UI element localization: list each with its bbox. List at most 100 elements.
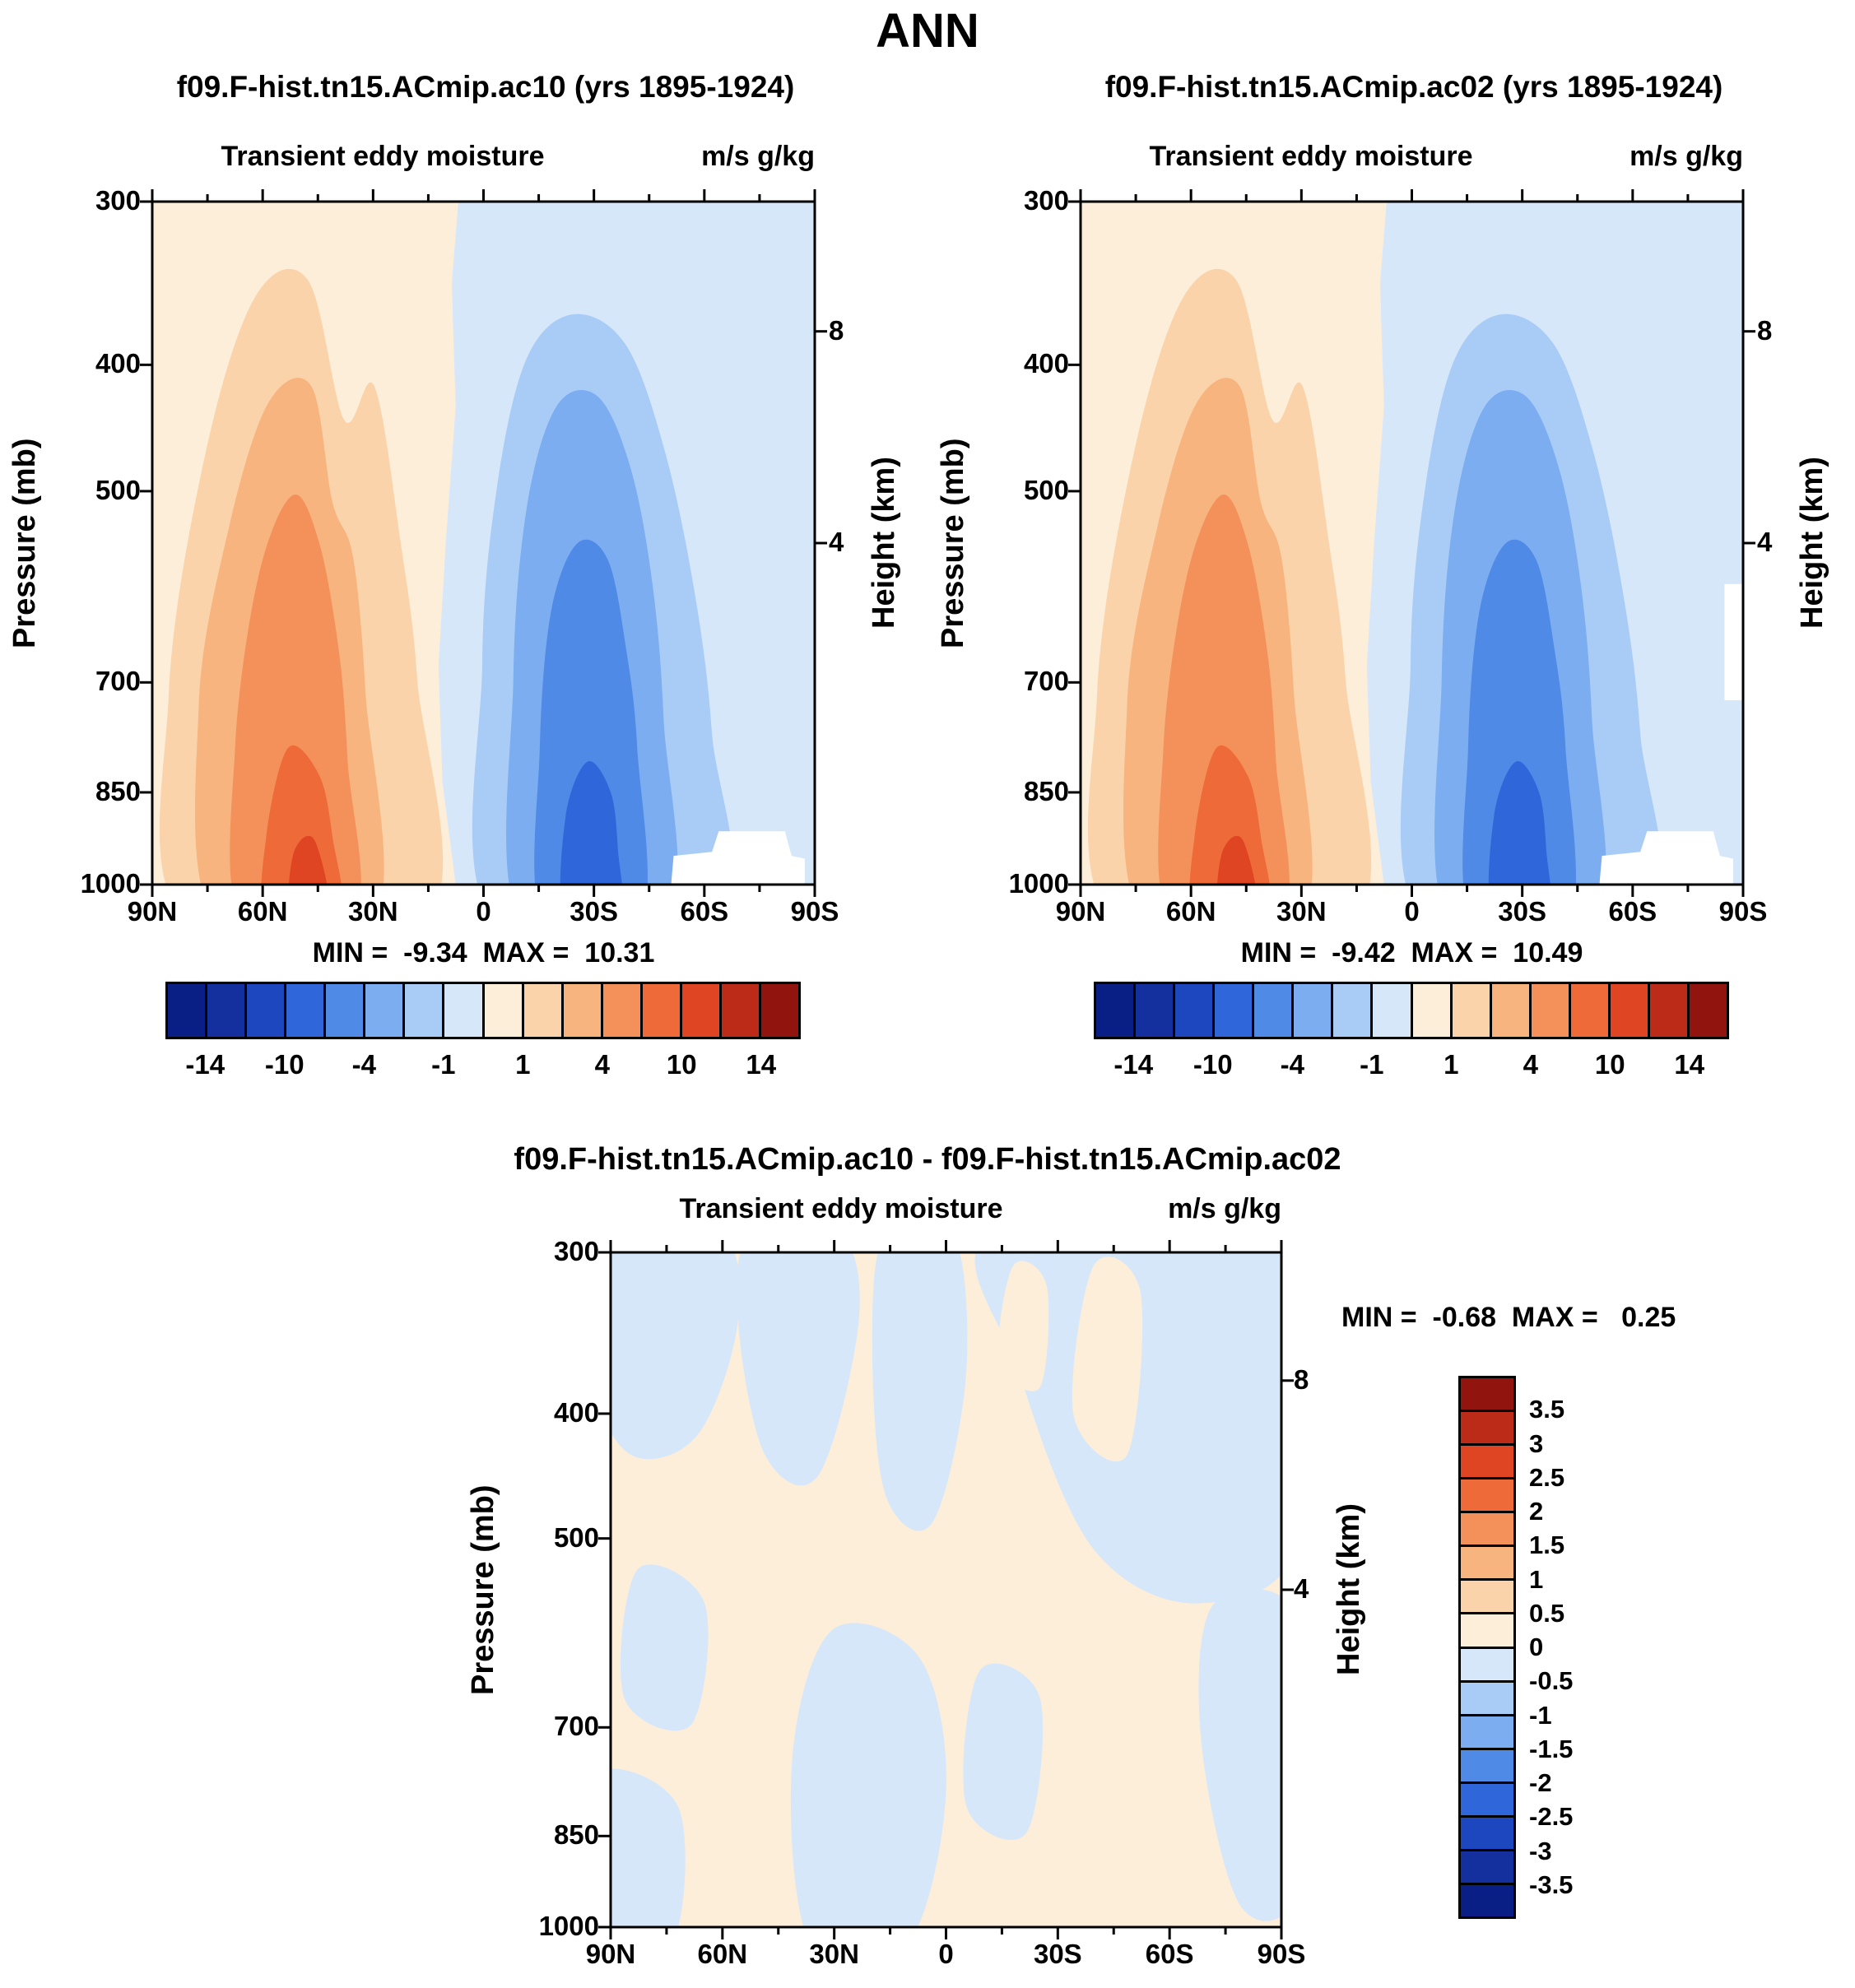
colorbar-box bbox=[560, 982, 603, 1039]
diff-colorbar-tick-label: 0.5 bbox=[1529, 1598, 1565, 1628]
pressure-axis-label: Pressure (mb) bbox=[7, 438, 42, 648]
minmax-text: MIN = -9.42 MAX = 10.49 bbox=[1240, 937, 1583, 968]
latitude-tick-label: 30N bbox=[1276, 896, 1327, 927]
colorbar-tick-label: -4 bbox=[351, 1049, 376, 1080]
colorbar-box bbox=[718, 982, 761, 1039]
latitude-tick-label: 90N bbox=[1055, 896, 1106, 927]
diff-colorbar-tick-label: -1.5 bbox=[1529, 1734, 1574, 1763]
pressure-tick-label: 400 bbox=[95, 348, 141, 379]
colorbar-box bbox=[1331, 982, 1374, 1039]
colorbar-box bbox=[165, 982, 208, 1039]
colorbar-box bbox=[284, 982, 327, 1039]
colorbar-tick-label: 1 bbox=[1444, 1049, 1459, 1080]
units-label: m/s g/kg bbox=[701, 141, 815, 172]
colorbar-box bbox=[1252, 982, 1295, 1039]
colorbar-box bbox=[442, 982, 485, 1039]
pressure-tick-label: 1000 bbox=[80, 868, 141, 899]
diff-colorbar-tick-label: 1 bbox=[1529, 1564, 1544, 1594]
colorbar-box bbox=[1458, 1747, 1516, 1784]
colorbar-box bbox=[1449, 982, 1492, 1039]
colorbar-box bbox=[1607, 982, 1650, 1039]
pressure-tick-label: 850 bbox=[553, 1819, 599, 1851]
colorbar-box bbox=[1528, 982, 1571, 1039]
field-label: Transient eddy moisture bbox=[679, 1193, 1003, 1224]
colorbar-tick-label: 4 bbox=[1523, 1049, 1538, 1080]
latitude-tick-label: 0 bbox=[938, 1939, 954, 1969]
diff-colorbar-tick-label: 3 bbox=[1529, 1428, 1544, 1458]
panel-title: f09.F-hist.tn15.ACmip.ac10 (yrs 1895-192… bbox=[176, 70, 795, 104]
pressure-tick-label: 400 bbox=[553, 1396, 599, 1428]
latitude-tick-label: 30S bbox=[1033, 1939, 1082, 1969]
colorbar-box bbox=[1647, 982, 1690, 1039]
diff-minmax-text: MIN = -0.68 MAX = 0.25 bbox=[1341, 1302, 1676, 1333]
units-label: m/s g/kg bbox=[1168, 1193, 1281, 1224]
colorbar-box bbox=[1686, 982, 1729, 1039]
contour-fill bbox=[611, 1252, 1281, 1927]
diff-title: f09.F-hist.tn15.ACmip.ac10 - f09.F-hist.… bbox=[514, 1142, 1341, 1177]
latitude-tick-label: 90N bbox=[585, 1939, 636, 1969]
height-tick-label: 4 bbox=[1294, 1573, 1309, 1604]
colorbar bbox=[1094, 982, 1729, 1039]
diff-colorbar-tick-label: -2 bbox=[1529, 1768, 1552, 1797]
colorbar-tick-label: 14 bbox=[746, 1049, 777, 1080]
colorbar-box bbox=[1458, 1477, 1516, 1514]
pressure-tick-label: 850 bbox=[1023, 775, 1069, 806]
colorbar-box bbox=[1173, 982, 1216, 1039]
diff-colorbar-tick-label: -1 bbox=[1529, 1700, 1552, 1730]
contour-plot-ac02 bbox=[1066, 187, 1758, 899]
colorbar-box bbox=[1212, 982, 1255, 1039]
colorbar-box bbox=[1458, 1443, 1516, 1480]
colorbar-box bbox=[1370, 982, 1413, 1039]
colorbar-box bbox=[1568, 982, 1611, 1039]
colorbar-box bbox=[1458, 1578, 1516, 1615]
colorbar bbox=[165, 982, 801, 1039]
colorbar-box bbox=[1458, 1646, 1516, 1683]
height-tick-label: 4 bbox=[1757, 527, 1773, 557]
figure-title: ANN bbox=[876, 4, 979, 58]
colorbar-box bbox=[1458, 1410, 1516, 1447]
pressure-tick-label: 700 bbox=[1023, 666, 1069, 697]
panel-diff: Transient eddy moisture m/s g/kg Pressur… bbox=[461, 1193, 1416, 1988]
diff-colorbar-tick-label: -3 bbox=[1529, 1836, 1552, 1865]
units-label: m/s g/kg bbox=[1630, 141, 1743, 172]
pressure-axis-label: Pressure (mb) bbox=[936, 438, 970, 648]
latitude-tick-label: 60S bbox=[680, 896, 729, 927]
colorbar-box bbox=[1458, 1882, 1516, 1919]
latitude-tick-label: 60N bbox=[237, 896, 288, 927]
colorbar-box bbox=[481, 982, 524, 1039]
diff-colorbar-tick-label: 2 bbox=[1529, 1497, 1544, 1526]
colorbar-box bbox=[1291, 982, 1334, 1039]
contour-fill bbox=[1081, 202, 1743, 885]
diff-colorbar-tick-label: 1.5 bbox=[1529, 1530, 1565, 1560]
colorbar-box bbox=[1458, 1814, 1516, 1851]
colorbar-tick-label: -4 bbox=[1280, 1049, 1304, 1080]
contour-svg bbox=[598, 1240, 1294, 1939]
height-tick-label: 4 bbox=[829, 527, 844, 557]
latitude-tick-label: 90S bbox=[790, 896, 839, 927]
colorbar-box bbox=[1489, 982, 1532, 1039]
colorbar-box bbox=[244, 982, 287, 1039]
diff-colorbar bbox=[1458, 1376, 1516, 1919]
colorbar-box bbox=[639, 982, 682, 1039]
latitude-tick-label: 60S bbox=[1608, 896, 1657, 927]
colorbar-box bbox=[600, 982, 643, 1039]
colorbar-box bbox=[1458, 1612, 1516, 1649]
colorbar-box bbox=[1094, 982, 1137, 1039]
colorbar-tick-label: 4 bbox=[594, 1049, 610, 1080]
latitude-tick-label: 90N bbox=[127, 896, 178, 927]
latitude-tick-label: 60N bbox=[697, 1939, 748, 1969]
latitude-tick-label: 30S bbox=[1498, 896, 1547, 927]
colorbar-tick-label: -10 bbox=[1192, 1049, 1233, 1080]
pressure-tick-label: 1000 bbox=[1008, 868, 1069, 899]
colorbar-tick-label: -10 bbox=[264, 1049, 305, 1080]
contour-plot-diff bbox=[596, 1238, 1296, 1942]
colorbar-box bbox=[205, 982, 248, 1039]
pressure-tick-label: 500 bbox=[1023, 474, 1069, 505]
colorbar-box bbox=[1458, 1544, 1516, 1582]
colorbar-box bbox=[679, 982, 722, 1039]
colorbar-box bbox=[363, 982, 406, 1039]
minmax-text: MIN = -9.34 MAX = 10.31 bbox=[312, 937, 655, 968]
colorbar-box bbox=[1133, 982, 1176, 1039]
colorbar-tick-label: -1 bbox=[431, 1049, 456, 1080]
diff-colorbar-tick-label: 2.5 bbox=[1529, 1462, 1565, 1492]
